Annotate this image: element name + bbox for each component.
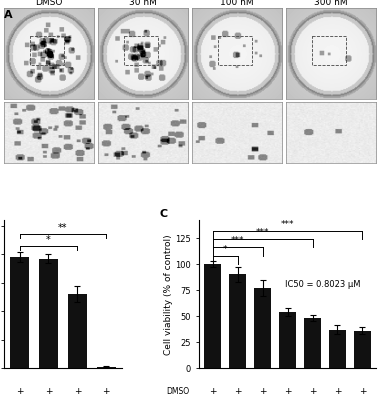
Text: +: + (359, 387, 366, 396)
Text: +: + (209, 387, 216, 396)
Bar (312, 36, 346, 65)
Text: +: + (74, 387, 81, 396)
Bar (68, 294, 87, 368)
Bar (329, 330, 345, 368)
Bar (39, 259, 58, 368)
Text: +: + (16, 387, 24, 396)
Text: *: * (46, 234, 51, 244)
Text: +: + (334, 387, 341, 396)
Bar (279, 312, 296, 368)
Text: C: C (160, 209, 168, 219)
Y-axis label: Cell viability (% of control): Cell viability (% of control) (164, 234, 173, 354)
Title: DMSO: DMSO (35, 0, 63, 7)
Text: +: + (309, 387, 316, 396)
Bar (124, 36, 158, 65)
Bar (30, 36, 64, 65)
Text: A: A (4, 10, 13, 20)
Bar (304, 318, 321, 368)
Text: ***: *** (231, 236, 244, 245)
Text: ***: *** (281, 220, 294, 229)
Title: 100 nM: 100 nM (220, 0, 254, 7)
Text: +: + (259, 387, 266, 396)
Bar (97, 366, 116, 368)
Bar (255, 288, 271, 368)
Text: +: + (284, 387, 291, 396)
Bar (10, 257, 29, 368)
Text: +: + (45, 387, 52, 396)
Bar (204, 264, 221, 368)
Text: +: + (234, 387, 241, 396)
Text: +: + (103, 387, 110, 396)
Text: IC50 = 0.8023 μM: IC50 = 0.8023 μM (285, 280, 361, 289)
Bar (354, 330, 370, 368)
Text: **: ** (58, 223, 68, 233)
Text: *: * (223, 245, 227, 254)
Text: ***: *** (256, 228, 269, 237)
Bar (218, 36, 252, 65)
Bar (230, 274, 246, 368)
Text: DMSO: DMSO (166, 387, 189, 396)
Title: 30 nM: 30 nM (129, 0, 157, 7)
Title: 300 nM: 300 nM (314, 0, 348, 7)
